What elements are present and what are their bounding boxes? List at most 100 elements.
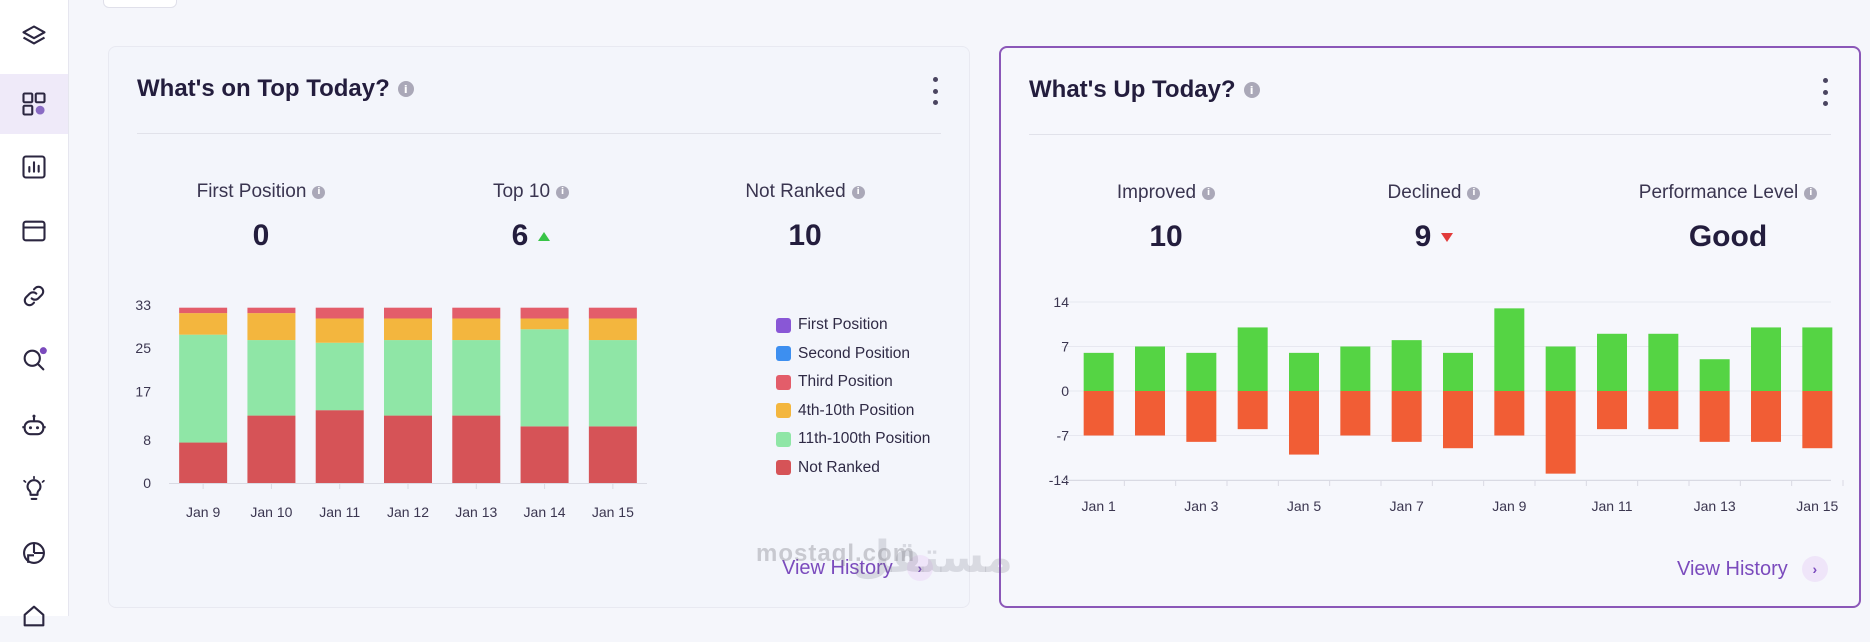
bar-declined xyxy=(1340,391,1371,436)
bar-declined xyxy=(1135,391,1165,436)
sidebar-item-bot[interactable] xyxy=(0,400,68,452)
stat-label: First Position xyxy=(196,181,307,202)
legend-item[interactable]: First Position xyxy=(776,311,930,340)
lightbulb-icon xyxy=(23,475,45,500)
bar-segment-fourth xyxy=(588,318,637,341)
stat-top-10: Top 10 i 6 xyxy=(411,181,651,253)
bar-segment-fourth xyxy=(520,318,569,330)
chevron-right-icon: › xyxy=(906,555,933,581)
sidebar-item-ideas[interactable] xyxy=(0,463,68,515)
legend-item[interactable]: 4th-10th Position xyxy=(776,397,930,426)
more-options-icon[interactable] xyxy=(933,77,939,105)
y-tick-label: 25 xyxy=(135,340,151,356)
stat-declined: Declined i 9 xyxy=(1314,182,1554,254)
y-tick-label: -14 xyxy=(1049,472,1069,488)
bar-declined xyxy=(1237,391,1268,430)
x-tick-label: Jan 3 xyxy=(1184,498,1218,514)
view-history-link[interactable]: View History › xyxy=(1677,556,1828,582)
bar-improved xyxy=(1802,327,1833,391)
bar-segment-not-ranked xyxy=(315,410,364,483)
bar-segment-fourth xyxy=(179,313,228,335)
bar-chart-icon xyxy=(22,155,46,179)
stat-label: Declined xyxy=(1387,182,1462,203)
info-icon[interactable]: i xyxy=(1243,82,1260,98)
info-icon[interactable]: i xyxy=(1467,186,1481,200)
more-options-icon[interactable] xyxy=(1823,78,1829,106)
bar-segment-eleventh xyxy=(315,342,364,411)
pie-chart-icon xyxy=(23,542,45,564)
sidebar-item-analytics[interactable] xyxy=(0,527,68,579)
stat-value: 0 xyxy=(252,219,270,252)
x-tick-label: Jan 13 xyxy=(1694,498,1736,514)
stat-first-position: First Position i 0 xyxy=(141,181,381,253)
bar-improved xyxy=(1083,352,1114,391)
legend-swatch xyxy=(776,431,791,447)
info-icon[interactable]: i xyxy=(312,185,326,199)
sidebar-item-home[interactable] xyxy=(0,590,68,642)
bar-improved xyxy=(1289,352,1319,391)
stat-value: 10 xyxy=(1149,220,1183,253)
x-tick-label: Jan 1 xyxy=(1082,498,1116,514)
whats-on-top-card: What's on Top Today? i First Position i 0… xyxy=(108,46,970,608)
sidebar-item-pages[interactable] xyxy=(0,205,68,257)
bar-declined xyxy=(1289,391,1319,455)
stat-not-ranked: Not Ranked i 10 xyxy=(685,181,925,253)
bar-declined xyxy=(1443,391,1473,449)
y-tick-label: -7 xyxy=(1057,428,1070,444)
x-tick-label: Jan 15 xyxy=(592,504,634,520)
sidebar-item-layers[interactable] xyxy=(0,11,68,63)
legend-item[interactable]: Third Position xyxy=(776,368,930,397)
bar-declined xyxy=(1648,391,1679,430)
info-icon[interactable]: i xyxy=(851,185,865,199)
bar-declined xyxy=(1083,391,1114,436)
legend-label: Not Ranked xyxy=(798,458,880,476)
dashboard-grid-icon xyxy=(22,92,46,116)
y-tick-label: 17 xyxy=(135,383,151,399)
stat-improved: Improved i 10 xyxy=(1046,182,1286,254)
bar-segment-not-ranked xyxy=(452,415,501,483)
sidebar-item-search[interactable] xyxy=(0,334,68,386)
y-tick-label: 7 xyxy=(1061,339,1069,355)
bar-improved xyxy=(1751,327,1781,391)
stat-label: Performance Level xyxy=(1638,182,1799,203)
bar-segment-third xyxy=(247,307,296,314)
view-history-link[interactable]: View History › xyxy=(782,555,933,581)
legend-item[interactable]: Second Position xyxy=(776,340,930,369)
bar-improved xyxy=(1186,352,1217,391)
legend-item[interactable]: 11th-100th Position xyxy=(776,425,930,454)
card-title: What's Up Today? i xyxy=(1029,76,1260,104)
sidebar-item-links[interactable] xyxy=(0,270,68,322)
watermark-logo: مستقل xyxy=(852,533,1013,582)
x-tick-label: Jan 9 xyxy=(186,504,220,520)
bar-segment-eleventh xyxy=(179,334,228,443)
legend-item[interactable]: Not Ranked xyxy=(776,454,930,483)
info-icon[interactable]: i xyxy=(1804,186,1818,200)
stat-performance-level: Performance Level i Good xyxy=(1593,182,1863,254)
info-icon[interactable]: i xyxy=(556,185,570,199)
bar-segment-eleventh xyxy=(520,329,569,427)
info-icon[interactable]: i xyxy=(397,81,414,97)
sidebar-item-dashboard[interactable] xyxy=(0,74,68,134)
trend-down-icon xyxy=(1441,232,1454,242)
sidebar-item-reports[interactable] xyxy=(0,141,68,193)
bar-segment-third xyxy=(179,307,228,314)
bar-segment-third xyxy=(452,307,501,319)
bar-declined xyxy=(1545,391,1576,474)
x-tick-label: Jan 5 xyxy=(1287,498,1321,514)
y-tick-label: 0 xyxy=(1061,383,1069,399)
card-title: What's on Top Today? i xyxy=(137,75,414,103)
y-tick-label: 33 xyxy=(135,297,151,313)
y-tick-label: 8 xyxy=(143,432,151,448)
stat-label: Top 10 xyxy=(492,181,551,202)
bar-segment-not-ranked xyxy=(179,442,228,483)
stat-label: Not Ranked xyxy=(745,181,846,202)
sidebar xyxy=(0,0,69,627)
top-control[interactable] xyxy=(103,0,177,8)
stat-label: Improved xyxy=(1116,182,1197,203)
view-history-label: View History xyxy=(782,556,893,579)
info-icon[interactable]: i xyxy=(1202,186,1216,200)
bar-segment-eleventh xyxy=(247,340,296,416)
bar-segment-fourth xyxy=(315,318,364,343)
legend-label: 11th-100th Position xyxy=(798,430,931,448)
bar-improved xyxy=(1135,346,1165,391)
